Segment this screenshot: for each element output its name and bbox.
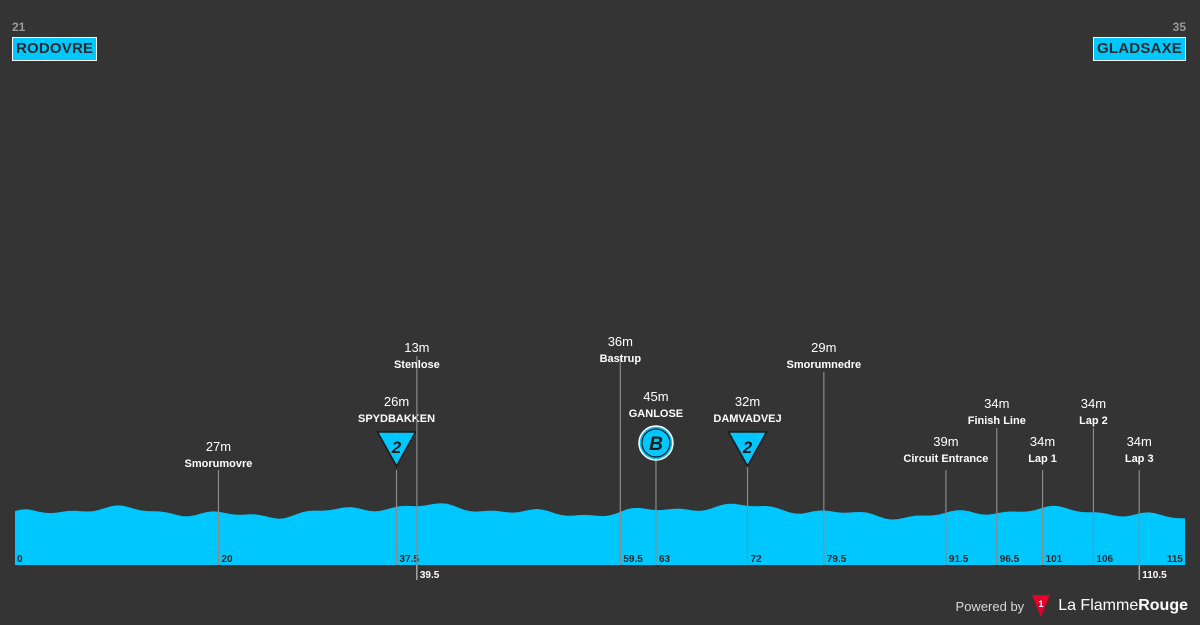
start-place-badge: RODOVRE xyxy=(12,37,98,61)
marker-ganlose: 45m GANLOSE B 63 xyxy=(629,389,683,565)
km-label: 63 xyxy=(659,554,671,565)
climb-category-number: 2 xyxy=(742,438,753,457)
bonus-sprint-ring xyxy=(641,428,671,458)
km-label: 37.5 xyxy=(400,554,420,565)
end-block: 35 GLADSAXE xyxy=(1093,20,1186,61)
location-label: Bastrup xyxy=(600,353,642,365)
location-label: Circuit Entrance xyxy=(903,453,988,465)
elevation-label: 29m xyxy=(811,340,836,355)
marker-finish-line: 34m Finish Line 96.5 xyxy=(968,396,1026,565)
marker-lap-3: 34m Lap 3 110.5 xyxy=(1125,434,1167,581)
elevation-label: 34m xyxy=(984,396,1009,411)
marker-lap-1: 34m Lap 1 101 xyxy=(1028,434,1063,565)
brand-name: La FlammeRouge xyxy=(1058,597,1188,615)
elevation-label: 34m xyxy=(1127,434,1152,449)
la-flamme-rouge-logo-icon: 1 xyxy=(1032,595,1051,617)
location-label: SPYDBAKKEN xyxy=(358,413,435,425)
elevation-label: 13m xyxy=(404,340,429,355)
location-label: Smorumovre xyxy=(185,458,253,470)
marker-circuit-entrance: 39m Circuit Entrance 91.5 xyxy=(903,434,988,565)
bonus-sprint-icon xyxy=(638,425,674,461)
location-label: Lap 2 xyxy=(1079,415,1108,427)
elevation-label: 36m xyxy=(608,334,633,349)
elevation-label: 34m xyxy=(1081,396,1106,411)
km-label: 101 xyxy=(1046,554,1063,565)
km-label: 91.5 xyxy=(949,554,969,565)
location-label: DAMVADVEJ xyxy=(713,413,781,425)
elevation-label: 27m xyxy=(206,439,231,454)
km-label: 110.5 xyxy=(1142,570,1167,581)
elevation-label: 45m xyxy=(643,389,668,404)
profile-area xyxy=(15,503,1185,565)
end-place-badge: GLADSAXE xyxy=(1093,37,1186,61)
elevation-label: 32m xyxy=(735,394,760,409)
km-label: 72 xyxy=(751,554,763,565)
km-label-start: 0 xyxy=(17,554,23,565)
marker-spydbakken: 26m SPYDBAKKEN 2 37.5 xyxy=(358,394,435,565)
km-label: 106 xyxy=(1096,554,1113,565)
location-label: GANLOSE xyxy=(629,408,683,420)
logo-number: 1 xyxy=(1039,599,1044,609)
km-label-finish: 115 xyxy=(1167,554,1184,565)
location-label: Lap 3 xyxy=(1125,453,1154,465)
elevation-label: 26m xyxy=(384,394,409,409)
elevation-label: 39m xyxy=(933,434,958,449)
km-label: 96.5 xyxy=(1000,554,1020,565)
location-label: Smorumnedre xyxy=(787,359,862,371)
location-label: Stenlose xyxy=(394,359,440,371)
marker-bastrup: 36m Bastrup 59.5 xyxy=(600,334,643,565)
marker-smorumnedre: 29m Smorumnedre 79.5 xyxy=(787,340,862,565)
brand-name-light: La Flamme xyxy=(1058,597,1139,614)
end-km: 35 xyxy=(1172,20,1186,34)
location-label: Finish Line xyxy=(968,415,1026,427)
marker-smorumovre: 27m Smorumovre 20 xyxy=(185,439,253,565)
km-label: 79.5 xyxy=(827,554,847,565)
km-label: 20 xyxy=(221,554,233,565)
elevation-label: 34m xyxy=(1030,434,1055,449)
km-label: 39.5 xyxy=(420,570,440,581)
powered-by: Powered by 1 La FlammeRouge xyxy=(956,595,1188,617)
powered-by-label: Powered by xyxy=(955,598,1025,614)
climb-category-icon xyxy=(727,431,768,468)
climb-category-icon xyxy=(376,431,417,468)
marker-finish: 115 xyxy=(1167,554,1184,565)
climb-category-number: 2 xyxy=(391,438,402,457)
bonus-sprint-letter: B xyxy=(649,434,663,455)
location-label: Lap 1 xyxy=(1028,453,1057,465)
start-km: 21 xyxy=(12,20,26,34)
marker-damvadvej: 32m DAMVADVEJ 2 72 xyxy=(713,394,782,565)
km-label: 59.5 xyxy=(623,554,643,565)
brand-name-bold: Rouge xyxy=(1138,597,1188,614)
marker-lap-2: 34m Lap 2 106 xyxy=(1079,396,1114,565)
start-block: 21 RODOVRE xyxy=(12,20,98,61)
marker-stenlose: 13m Stenlose 39.5 xyxy=(394,340,440,581)
